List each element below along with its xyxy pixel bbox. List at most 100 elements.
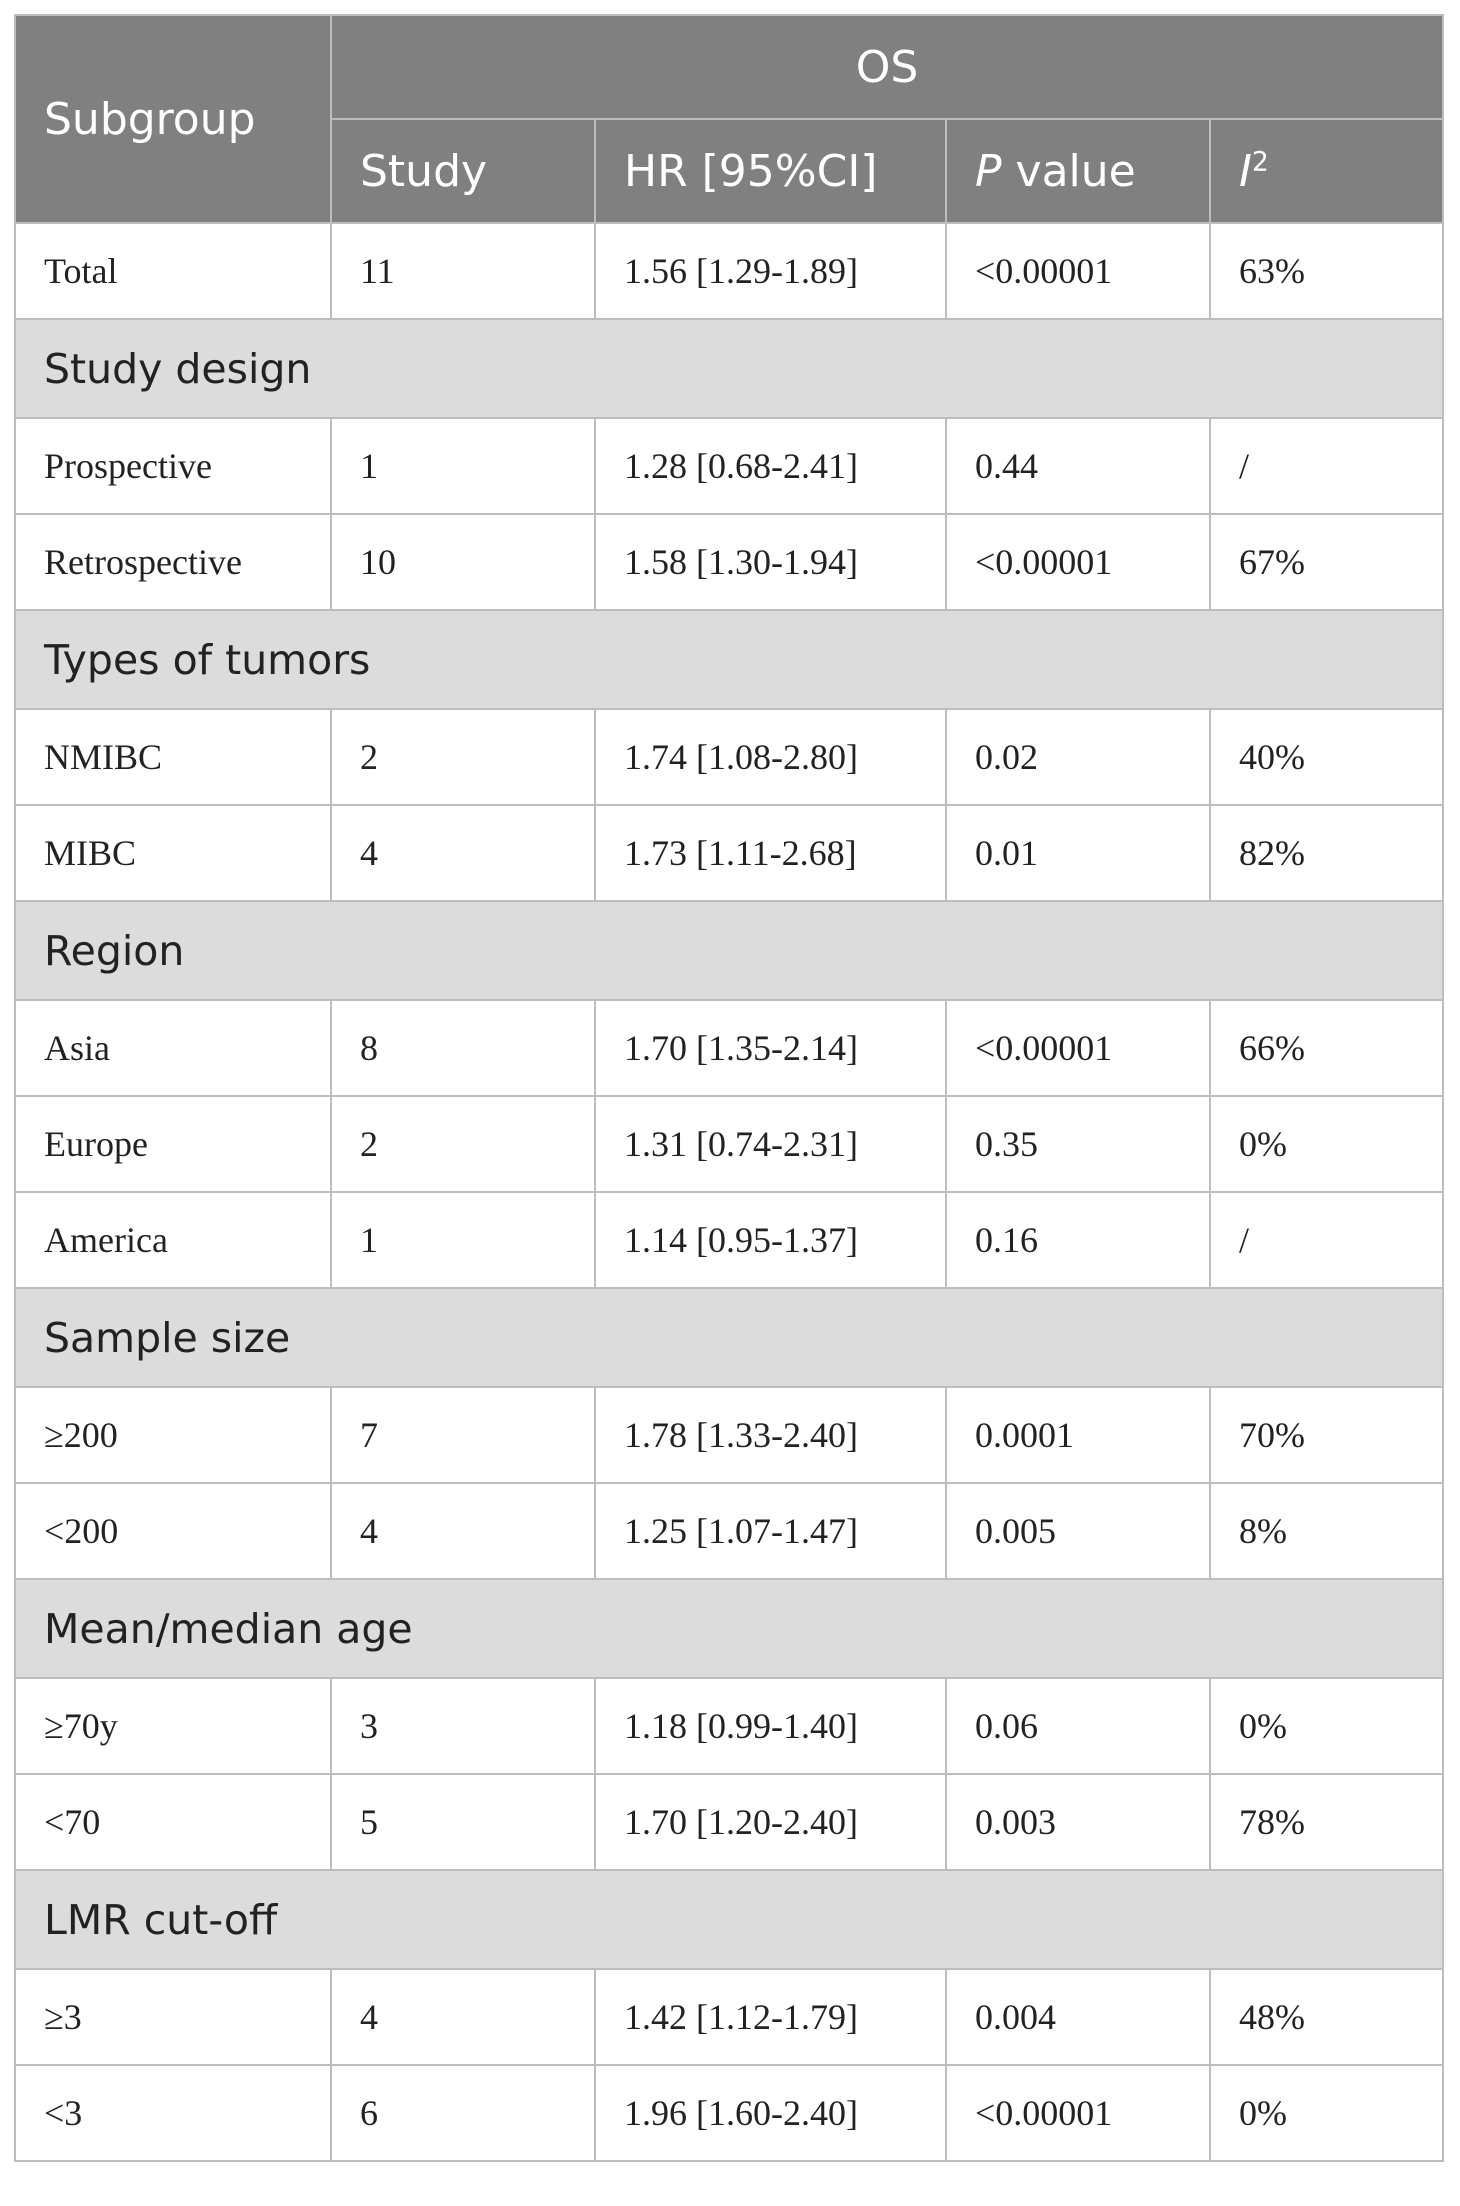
cell: 1.58 [1.30-1.94] xyxy=(594,513,947,611)
cell: ≥70y xyxy=(14,1677,332,1775)
header-cell: Study xyxy=(330,118,596,224)
cell: 1.96 [1.60-2.40] xyxy=(594,2064,947,2162)
cell: 0.35 xyxy=(945,1095,1211,1193)
data-row: Prospective 1 1.28 [0.68-2.41] 0.44/ xyxy=(14,417,1444,515)
cell: <70 xyxy=(14,1773,332,1871)
header-sup: 2 xyxy=(1251,145,1269,177)
section-cell: LMR cut-off xyxy=(14,1869,1444,1970)
data-row: ≥200 7 1.78 [1.33-2.40] 0.0001 70% xyxy=(14,1386,1444,1484)
data-row: MIBC 4 1.73 [1.11-2.68] 0.01 82% xyxy=(14,804,1444,902)
cell: / xyxy=(1209,1191,1444,1289)
cell: <200 xyxy=(14,1482,332,1580)
cell: / xyxy=(1209,417,1444,515)
cell: 1.70 [1.35-2.14] xyxy=(594,999,947,1097)
header-cell: OS xyxy=(330,14,1444,120)
cell: 0.16 xyxy=(945,1191,1211,1289)
cell: 82% xyxy=(1209,804,1444,902)
section-row: Mean/median age xyxy=(14,1578,1444,1679)
header-italic: I xyxy=(1239,145,1252,197)
cell: 48% xyxy=(1209,1968,1444,2066)
cell: <0.00001 xyxy=(945,2064,1211,2162)
section-row: Study design xyxy=(14,318,1444,419)
cell: Retrospective xyxy=(14,513,332,611)
subgroup-table: Subgroup OS Study HR [95%CI] P value I2 Tot… xyxy=(14,14,1444,2162)
data-row: America 1 1.14 [0.95-1.37] 0.16/ xyxy=(14,1191,1444,1289)
header-cell: Subgroup xyxy=(14,14,332,224)
data-row: Europe 2 1.31 [0.74-2.31] 0.35 0% xyxy=(14,1095,1444,1193)
cell: <0.00001 xyxy=(945,999,1211,1097)
cell: 0.003 xyxy=(945,1773,1211,1871)
cell: 1.73 [1.11-2.68] xyxy=(594,804,947,902)
header-cell: I2 xyxy=(1209,118,1444,224)
section-row: Sample size xyxy=(14,1287,1444,1388)
cell: NMIBC xyxy=(14,708,332,806)
cell: 1.28 [0.68-2.41] xyxy=(594,417,947,515)
section-cell: Types of tumors xyxy=(14,609,1444,710)
cell: 8% xyxy=(1209,1482,1444,1580)
cell: 40% xyxy=(1209,708,1444,806)
cell: ≥3 xyxy=(14,1968,332,2066)
cell: 2 xyxy=(330,708,596,806)
cell: 11 xyxy=(330,222,596,320)
table-body: Total 11 1.56 [1.29-1.89] <0.00001 63% Study … xyxy=(14,222,1444,2162)
cell: 4 xyxy=(330,1968,596,2066)
cell: 5 xyxy=(330,1773,596,1871)
data-row: NMIBC 2 1.74 [1.08-2.80] 0.02 40% xyxy=(14,708,1444,806)
header-row: Study HR [95%CI] P value I2 xyxy=(15,118,1444,224)
data-row: ≥3 4 1.42 [1.12-1.79] 0.004 48% xyxy=(14,1968,1444,2066)
cell: 0.005 xyxy=(945,1482,1211,1580)
cell: <0.00001 xyxy=(945,222,1211,320)
section-row: Region xyxy=(14,900,1444,1001)
cell: 10 xyxy=(330,513,596,611)
cell: 1.18 [0.99-1.40] xyxy=(594,1677,947,1775)
cell: MIBC xyxy=(14,804,332,902)
cell: 0.44 xyxy=(945,417,1211,515)
cell: 0% xyxy=(1209,1095,1444,1193)
cell: 66% xyxy=(1209,999,1444,1097)
cell: 0.02 xyxy=(945,708,1211,806)
section-row: LMR cut-off xyxy=(14,1869,1444,1970)
cell: 1.14 [0.95-1.37] xyxy=(594,1191,947,1289)
cell: 70% xyxy=(1209,1386,1444,1484)
cell: 0.01 xyxy=(945,804,1211,902)
cell: Total xyxy=(14,222,332,320)
data-row: <70 5 1.70 [1.20-2.40] 0.003 78% xyxy=(14,1773,1444,1871)
cell: 7 xyxy=(330,1386,596,1484)
header-cell: HR [95%CI] xyxy=(594,118,947,224)
cell: 67% xyxy=(1209,513,1444,611)
cell: 2 xyxy=(330,1095,596,1193)
data-row: Retrospective 10 1.58 [1.30-1.94] <0.00001 6… xyxy=(14,513,1444,611)
cell: 4 xyxy=(330,804,596,902)
cell: 1.42 [1.12-1.79] xyxy=(594,1968,947,2066)
cell: 78% xyxy=(1209,1773,1444,1871)
cell: <0.00001 xyxy=(945,513,1211,611)
cell: Prospective xyxy=(14,417,332,515)
cell: 3 xyxy=(330,1677,596,1775)
cell: 1 xyxy=(330,1191,596,1289)
data-row: ≥70y 3 1.18 [0.99-1.40] 0.06 0% xyxy=(14,1677,1444,1775)
cell: 0.06 xyxy=(945,1677,1211,1775)
section-cell: Sample size xyxy=(14,1287,1444,1388)
cell: 63% xyxy=(1209,222,1444,320)
cell: 1.74 [1.08-2.80] xyxy=(594,708,947,806)
header-text: value xyxy=(1001,145,1136,197)
cell: 0% xyxy=(1209,2064,1444,2162)
cell: 0.0001 xyxy=(945,1386,1211,1484)
cell: America xyxy=(14,1191,332,1289)
header-row: Subgroup OS xyxy=(14,14,1444,224)
cell: 1.56 [1.29-1.89] xyxy=(594,222,947,320)
cell: 1.25 [1.07-1.47] xyxy=(594,1482,947,1580)
cell: 1.78 [1.33-2.40] xyxy=(594,1386,947,1484)
section-cell: Region xyxy=(14,900,1444,1001)
cell: <3 xyxy=(14,2064,332,2162)
header-text: HR [95%CI] xyxy=(624,145,878,197)
cell: 0.004 xyxy=(945,1968,1211,2066)
cell: 1 xyxy=(330,417,596,515)
data-row: <3 6 1.96 [1.60-2.40] <0.00001 0% xyxy=(14,2064,1444,2162)
data-row: Asia 8 1.70 [1.35-2.14] <0.00001 66% xyxy=(14,999,1444,1097)
cell: Europe xyxy=(14,1095,332,1193)
cell: 4 xyxy=(330,1482,596,1580)
cell: 8 xyxy=(330,999,596,1097)
section-cell: Study design xyxy=(14,318,1444,419)
